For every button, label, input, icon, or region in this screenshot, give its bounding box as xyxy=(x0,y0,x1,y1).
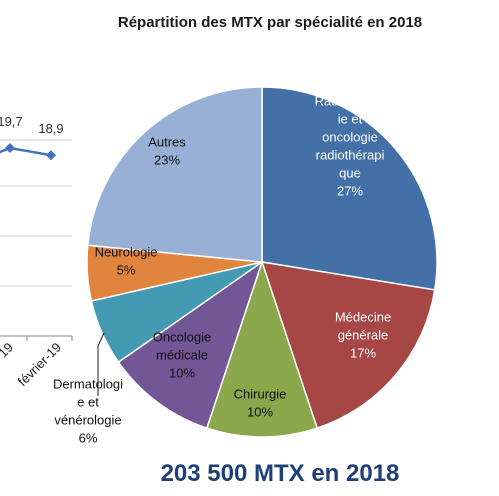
line-category-label-0: 19 xyxy=(0,340,16,361)
pie-slice-3 xyxy=(117,260,264,430)
pie-percent-label-5: 5% xyxy=(117,262,136,277)
pie-slice-label-4: Dermatologi xyxy=(53,376,123,391)
pie-percent-label-4: 6% xyxy=(79,430,98,445)
pie-slice-2 xyxy=(205,259,319,438)
line-point-0 xyxy=(5,143,15,153)
pie-slice-label-3: médicale xyxy=(156,347,208,362)
line-data-label-0: 19,7 xyxy=(0,114,23,129)
pie-slice-label-5: Neurologie xyxy=(95,244,158,259)
pie-slice-0 xyxy=(261,86,438,291)
pie-slice-6 xyxy=(86,86,263,263)
pie-percent-label-6: 23% xyxy=(154,152,180,167)
pie-slice-label-4: vénérologie xyxy=(54,412,121,427)
pie-labels: Radiothérap ie et oncologie radiothérapi que… xyxy=(53,93,391,445)
pie-slice-label-6: Autres xyxy=(148,134,186,149)
pie-chart xyxy=(86,86,438,438)
pie-slice-label-1: générale xyxy=(338,327,389,342)
pie-slice-label-0: oncologie xyxy=(322,129,378,144)
pie-percent-label-3: 10% xyxy=(169,365,195,380)
dermatology-leader-line xyxy=(97,332,105,396)
total-mtx-caption: 203 500 MTX en 2018 xyxy=(160,460,400,487)
pie-slice-label-0: que xyxy=(339,165,361,180)
pie-percent-label-2: 10% xyxy=(247,404,273,419)
pie-slice-label-2: Chirurgie xyxy=(234,386,287,401)
pie-percent-label-1: 17% xyxy=(350,345,376,360)
pie-slice-label-3: Oncologie xyxy=(153,329,212,344)
pie-percent-label-0: 27% xyxy=(337,183,363,198)
pie-slice-label-0: radiothérapi xyxy=(316,147,385,162)
line-point-1 xyxy=(46,150,56,161)
pie-slice-label-0: Radiothérap xyxy=(315,93,386,108)
pie-slice-label-0: ie et xyxy=(338,111,363,126)
line-data-label-1: 18,9 xyxy=(38,121,63,136)
pie-slice-label-1: Médecine xyxy=(335,309,391,324)
pie-slice-1 xyxy=(260,261,436,430)
pie-slice-label-4: e et xyxy=(77,394,99,409)
chart-title: Répartition des MTX par spécialité en 20… xyxy=(117,14,423,31)
